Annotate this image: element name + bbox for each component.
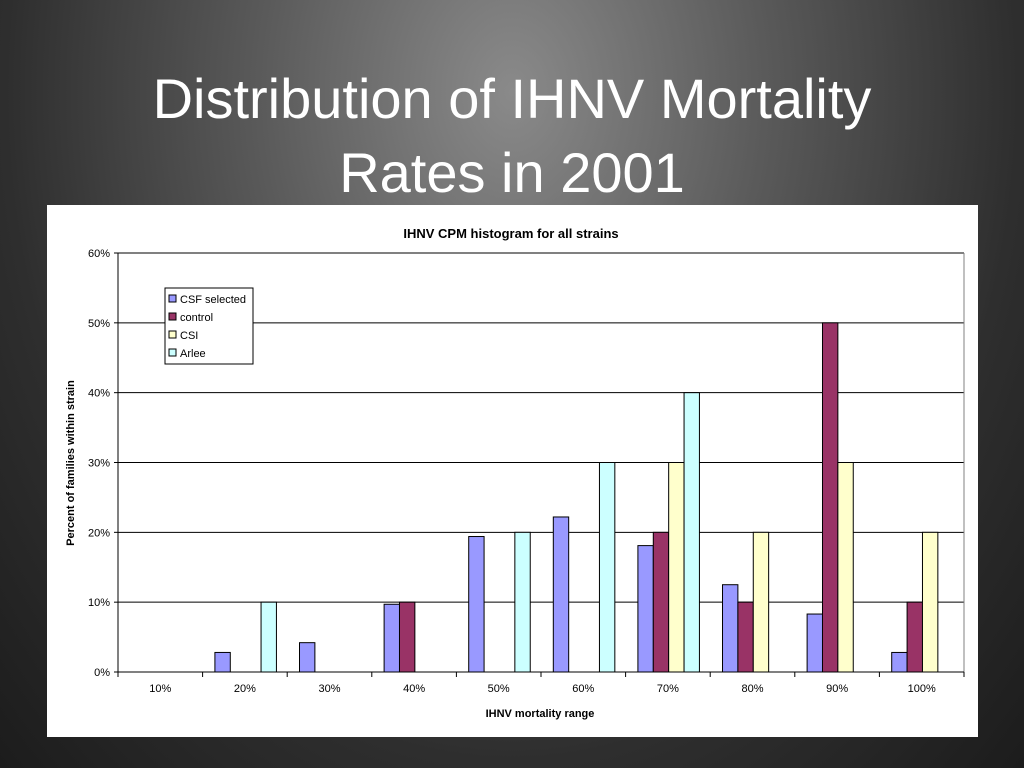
x-tick-label: 30% (318, 683, 340, 695)
bar (299, 642, 316, 673)
x-tick-label: 20% (234, 683, 256, 695)
x-tick-label: 40% (403, 683, 425, 695)
x-tick-label: 50% (488, 683, 510, 695)
bar (552, 516, 570, 673)
slide-title: Distribution of IHNV Mortality Rates in … (0, 62, 1024, 210)
bar (891, 651, 908, 673)
y-tick-label: 20% (88, 527, 110, 539)
bar (214, 651, 231, 673)
bar (652, 531, 670, 673)
legend-label: Arlee (180, 348, 206, 360)
x-tick-label: 100% (908, 683, 936, 695)
legend-label: CSF selected (180, 294, 246, 306)
bar (637, 545, 654, 673)
chart-title: IHNV CPM histogram for all strains (403, 226, 618, 241)
legend-swatch (168, 294, 177, 303)
bar (806, 613, 823, 673)
x-tick-label: 80% (741, 683, 763, 695)
slide-title-line-1: Distribution of IHNV Mortality (152, 67, 872, 130)
bar (722, 584, 739, 673)
y-axis-label: Percent of families within strain (65, 380, 77, 546)
y-tick-label: 40% (88, 388, 110, 400)
bar (260, 601, 277, 673)
legend-swatch (168, 348, 177, 357)
bar (683, 392, 700, 673)
chart-panel: IHNV CPM histogram for all strains IHNV … (47, 205, 978, 737)
legend-swatch (168, 330, 177, 339)
bar (514, 531, 531, 673)
x-axis-label: IHNV mortality range (486, 708, 595, 720)
x-tick-label: 60% (572, 683, 594, 695)
slide-title-line-2: Rates in 2001 (339, 141, 685, 204)
legend-swatch (168, 312, 177, 321)
bar (837, 462, 854, 673)
legend-box (164, 287, 254, 365)
y-tick-label: 30% (88, 458, 110, 470)
bar (821, 322, 839, 673)
x-tick-label: 10% (149, 683, 171, 695)
y-tick-label: 60% (88, 248, 110, 260)
histogram-chart: IHNV CPM histogram for all strains IHNV … (65, 226, 965, 720)
bar (383, 603, 400, 673)
legend-label: control (180, 312, 213, 324)
bar (398, 601, 416, 673)
x-tick-label: 90% (826, 683, 848, 695)
bar (598, 462, 616, 673)
legend-label: CSI (180, 330, 198, 342)
bar (668, 462, 685, 673)
y-tick-label: 0% (94, 667, 110, 679)
bar (921, 531, 939, 673)
bar (737, 601, 754, 673)
y-tick-label: 50% (88, 318, 110, 330)
bar (752, 531, 770, 673)
bar (468, 536, 485, 673)
x-tick-label: 70% (657, 683, 679, 695)
bar (906, 601, 923, 673)
y-tick-label: 10% (88, 597, 110, 609)
